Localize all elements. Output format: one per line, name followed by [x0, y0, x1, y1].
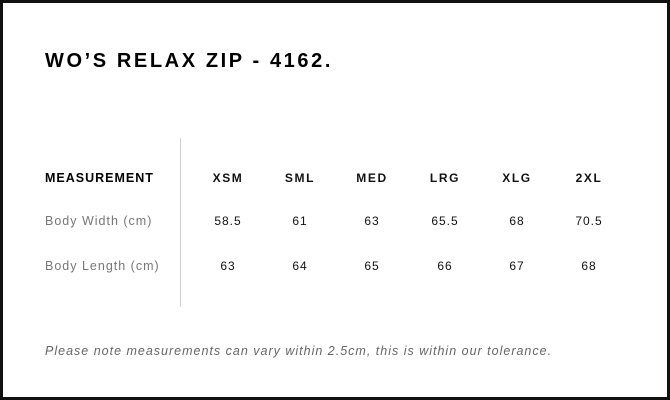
table-cell: 70.5: [575, 214, 603, 228]
table-cell: 68: [581, 259, 597, 273]
table-cell: 63: [220, 259, 236, 273]
table-cell: 68: [509, 214, 525, 228]
tolerance-note: Please note measurements can vary within…: [45, 344, 553, 358]
table-cell: 65.5: [431, 214, 459, 228]
size-header: SML: [284, 171, 316, 185]
size-header: XSM: [212, 171, 244, 185]
table-cell: 61: [292, 214, 308, 228]
row-label: Body Width (cm): [45, 214, 153, 228]
table-cell: 66: [437, 259, 453, 273]
page-title: WO’S RELAX ZIP - 4162.: [45, 50, 334, 72]
header-measurement: MEASUREMENT: [45, 171, 154, 185]
table-cell: 63: [364, 214, 380, 228]
row-label: Body Length (cm): [45, 259, 160, 273]
size-header: MED: [356, 171, 388, 185]
size-header: 2XL: [575, 171, 603, 185]
column-divider: [180, 138, 181, 307]
table-cell: 65: [364, 259, 380, 273]
table-cell: 64: [292, 259, 308, 273]
size-header: XLG: [502, 171, 532, 185]
table-cell: 67: [509, 259, 525, 273]
table-cell: 58.5: [214, 214, 242, 228]
size-header: LRG: [429, 171, 461, 185]
